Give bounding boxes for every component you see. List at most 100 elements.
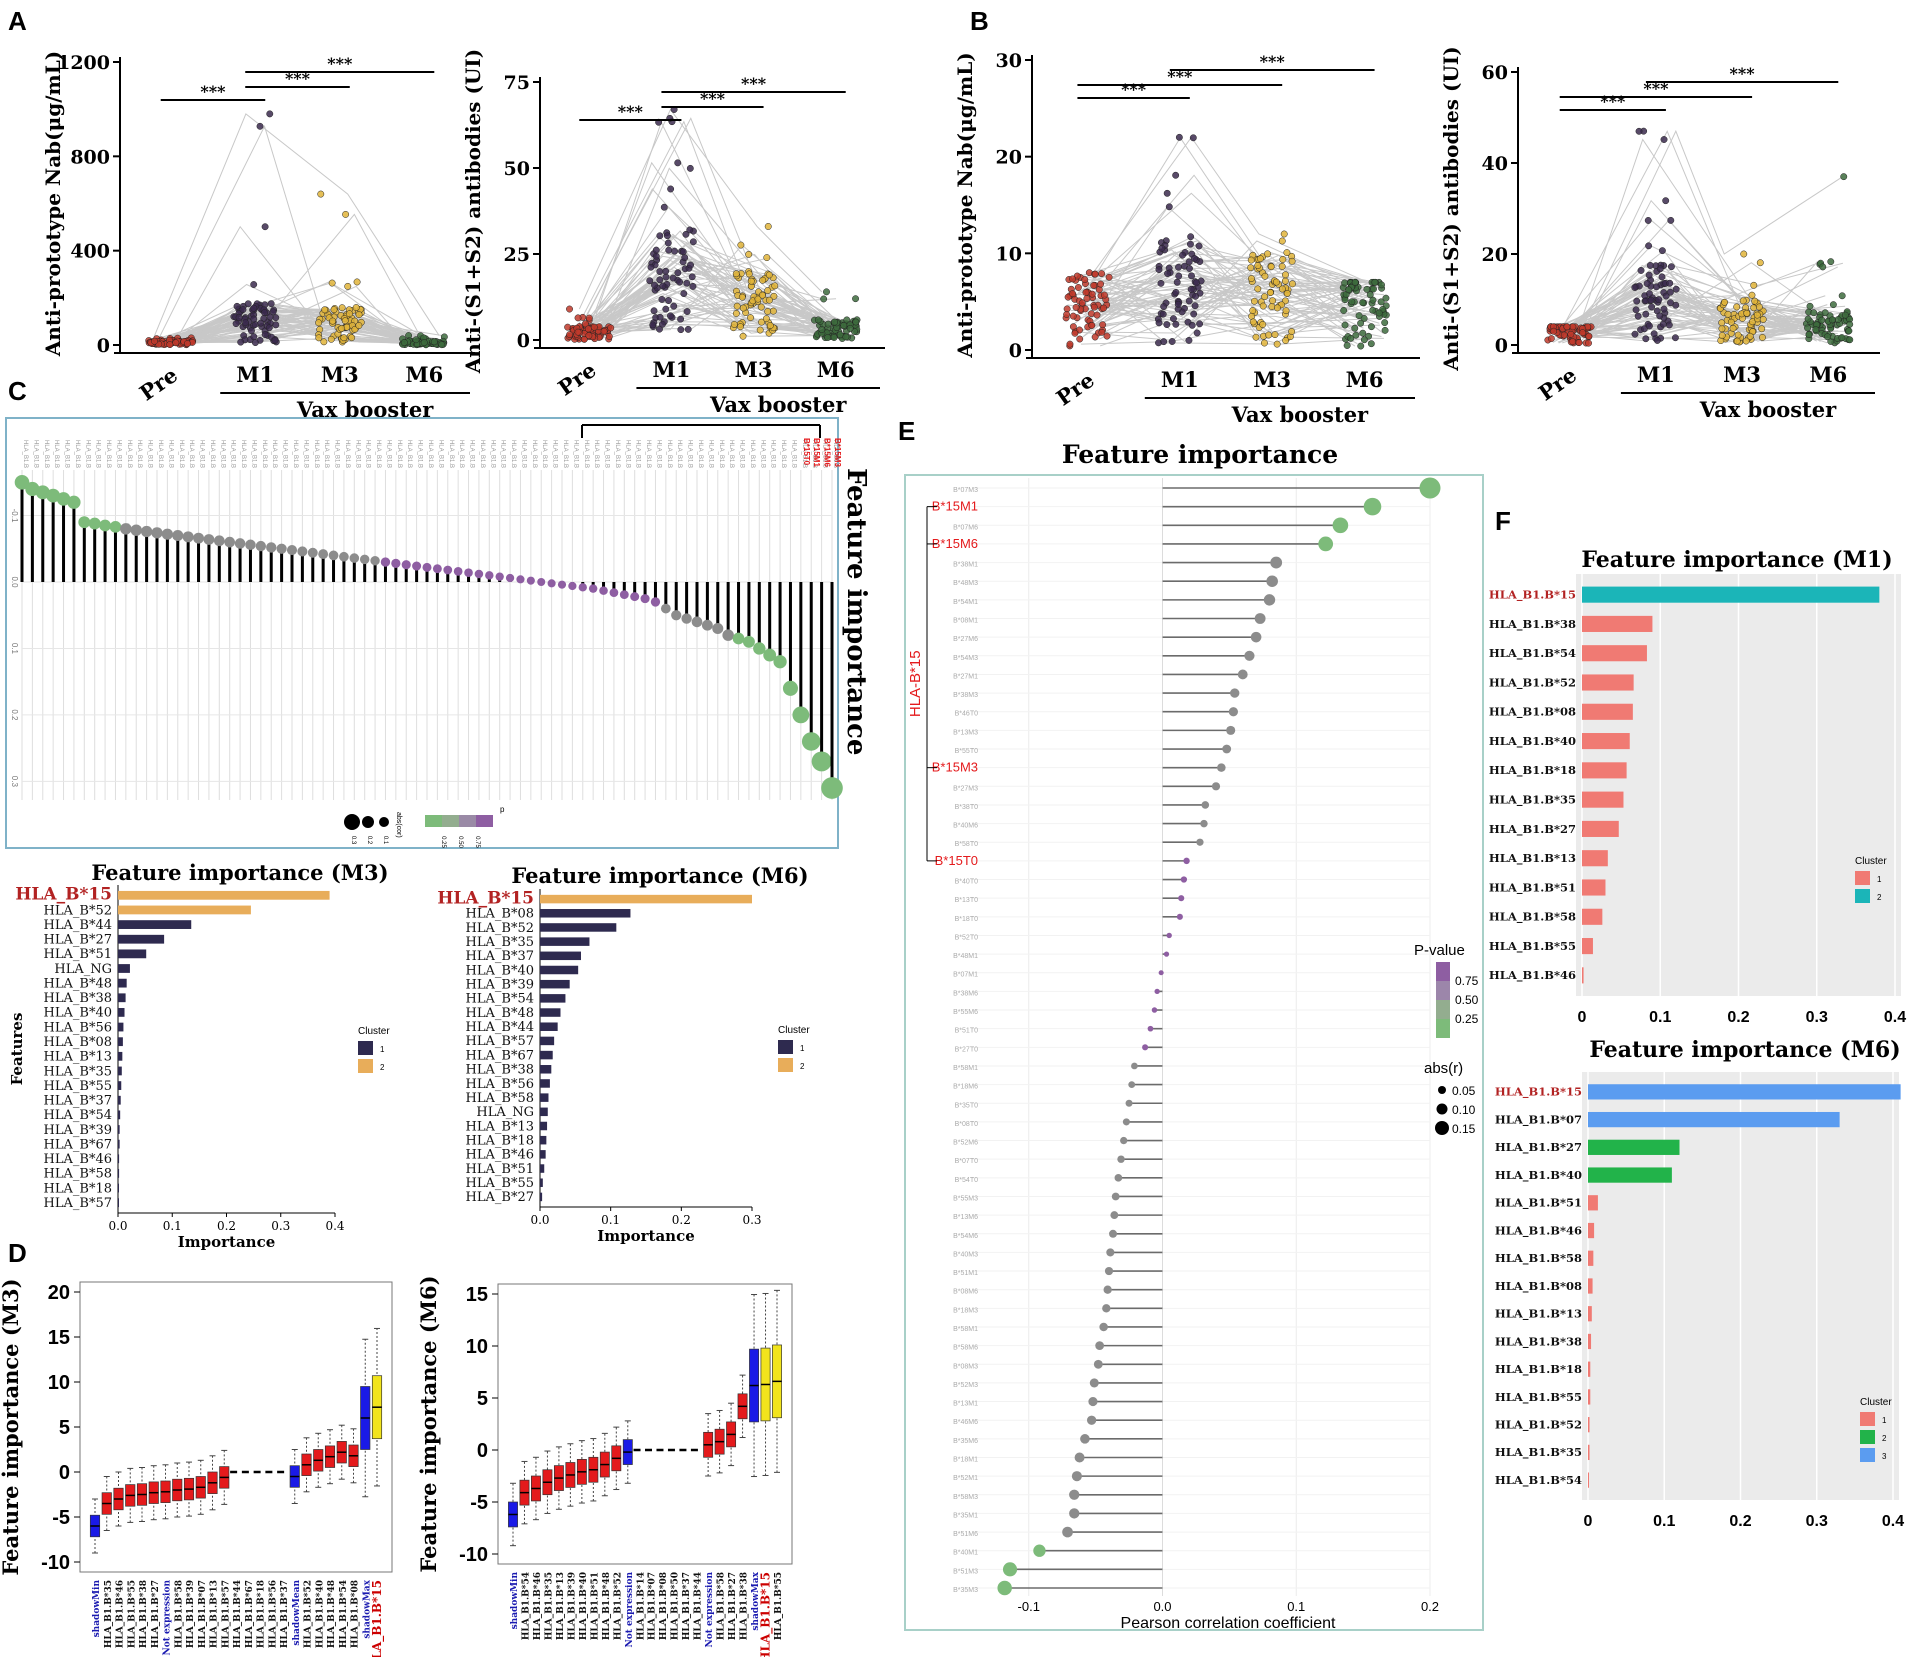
category-label: HLA_B1.B*55 <box>1489 939 1576 954</box>
data-point <box>355 322 363 330</box>
category-label: HLA_B1.B*35 <box>1489 792 1576 807</box>
x-tick-label: M3 <box>1723 362 1761 387</box>
bar <box>118 993 126 1003</box>
feature-tick-label: HLA_B1.B <box>385 440 391 468</box>
data-point <box>656 313 664 321</box>
data-point <box>1247 275 1255 283</box>
highlighted-feature-label: B*15M1 <box>932 499 978 514</box>
lollipop-point <box>1131 1062 1138 1070</box>
data-point <box>1381 326 1389 334</box>
bar <box>1582 850 1608 867</box>
category-label: HLA_B*40 <box>466 963 534 978</box>
y-tick-label: -5 <box>52 1507 70 1529</box>
data-point <box>1264 250 1271 258</box>
data-point <box>1159 310 1167 318</box>
x-tick-label: 0 <box>1578 1009 1587 1026</box>
feature-tick-label: B*51M3 <box>953 1568 978 1575</box>
y-axis-label: Feature importance (M3) <box>0 1278 23 1575</box>
data-point <box>1743 309 1751 317</box>
data-point <box>652 246 660 254</box>
data-point <box>732 270 740 278</box>
feature-tick-label: HLA_B1.B <box>292 440 298 468</box>
subject-line <box>595 241 819 321</box>
data-point <box>330 306 338 314</box>
lollipop-point <box>286 545 298 556</box>
data-point <box>683 279 691 287</box>
data-point <box>1266 289 1274 297</box>
significance-label: *** <box>1121 80 1147 99</box>
box-category-label: HLA_B1.B*38 <box>139 1580 149 1648</box>
x-tick-label: 0.3 <box>1806 1513 1828 1530</box>
lollipop-point <box>255 540 267 552</box>
data-point <box>1069 323 1077 331</box>
data-point <box>1343 342 1351 349</box>
data-point <box>1721 298 1729 306</box>
data-point <box>261 309 269 317</box>
data-point <box>1659 320 1667 328</box>
data-point <box>1666 288 1674 296</box>
feature-tick-label: HLA_B1.B <box>32 440 38 468</box>
data-point <box>1637 267 1645 274</box>
lollipop-point <box>650 597 661 607</box>
data-point <box>1739 297 1747 305</box>
category-label: HLA_B1.B*54 <box>1489 646 1576 661</box>
category-label: HLA_B*67 <box>466 1048 534 1063</box>
category-label: HLA_B*57 <box>44 1196 112 1211</box>
x-tick-label: 0.3 <box>271 1219 290 1233</box>
legend-p-key <box>1436 981 1450 1000</box>
data-point <box>754 295 762 303</box>
x-tick-label: M3 <box>1253 367 1291 392</box>
data-point <box>763 254 771 262</box>
legend-key <box>1860 1412 1875 1426</box>
lollipop-point <box>213 535 225 547</box>
x-tick-label: 0.4 <box>325 1219 344 1233</box>
lollipop-point <box>297 546 308 557</box>
legend-label: 3 <box>1882 1452 1887 1461</box>
data-point <box>242 319 249 327</box>
subject-line <box>1095 265 1363 302</box>
lollipop-point <box>681 613 692 624</box>
significance-label: *** <box>200 82 226 101</box>
data-point <box>320 338 328 346</box>
category-label: HLA_NG <box>54 962 112 977</box>
subject-line <box>1099 294 1383 340</box>
data-point <box>759 276 767 284</box>
data-point <box>1254 285 1262 293</box>
lollipop-point <box>234 538 246 549</box>
data-point <box>600 327 608 335</box>
category-label: HLA_B*37 <box>466 949 534 964</box>
lollipop-point <box>224 536 236 548</box>
box-category-label: HLA_B1.B*15 <box>759 1572 774 1657</box>
data-point <box>756 326 764 334</box>
data-point <box>1756 259 1764 267</box>
feature-tick-label: HLA_B1.B <box>469 440 475 468</box>
feature-tick-label: HLA_B1.B <box>811 440 817 468</box>
lollipop-point <box>266 542 277 553</box>
data-point <box>1072 303 1080 311</box>
bar-chart-F_M6: HLA_B1.B*15 HLA_B1.B*07 HLA_B1.B*27 HLA_B1.… <box>1495 1037 1904 1530</box>
data-point <box>261 223 269 231</box>
box-category-label: HLA_B1.B*08 <box>659 1572 669 1640</box>
feature-tick-label: HLA_B1.B <box>759 440 765 468</box>
box-category-label: HLA_B1.B*44 <box>233 1580 243 1648</box>
data-point <box>272 321 280 329</box>
data-point <box>824 320 832 328</box>
data-point <box>737 323 744 331</box>
lollipop-point <box>307 547 318 558</box>
subject-line <box>1082 136 1382 297</box>
category-label: HLA_B*67 <box>44 1137 112 1152</box>
data-point <box>1341 279 1349 287</box>
bar <box>540 1135 547 1145</box>
y-tick-label: 0 <box>59 1462 70 1484</box>
feature-tick-label: HLA_B1.B <box>396 440 402 468</box>
lollipop-point <box>1226 725 1236 735</box>
legend-color-key <box>442 815 459 827</box>
data-point <box>585 314 593 322</box>
y-tick-label: 0.2 <box>10 709 19 721</box>
legend-label: 2 <box>800 1062 805 1071</box>
feature-tick-label: B*46M6 <box>953 1419 978 1426</box>
data-point <box>766 322 774 329</box>
feature-tick-label: B*35M3 <box>953 1587 978 1594</box>
lollipop-point <box>1095 1341 1105 1351</box>
data-point <box>1103 332 1111 340</box>
